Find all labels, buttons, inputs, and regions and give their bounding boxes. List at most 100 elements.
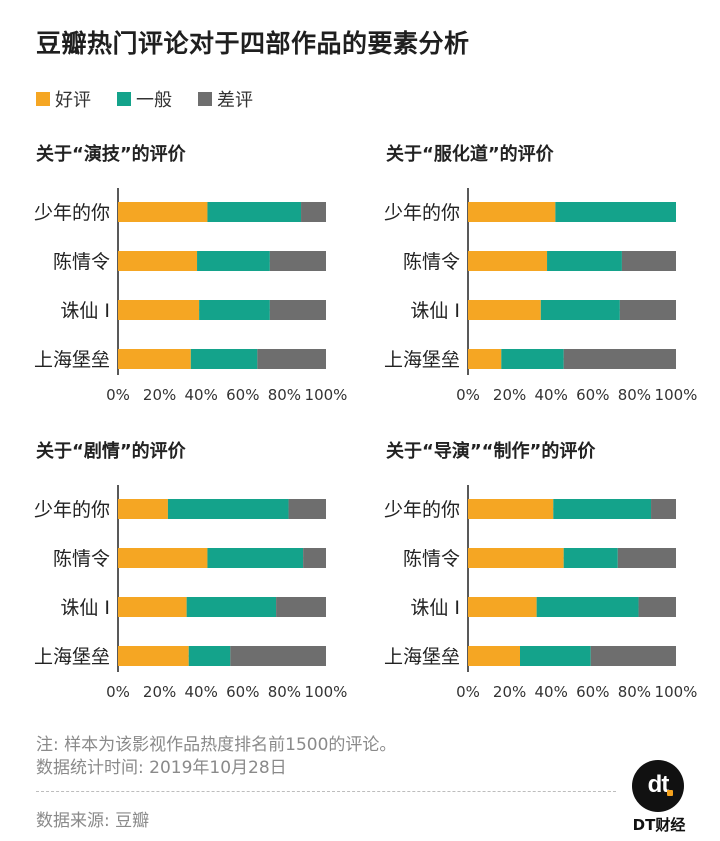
legend-item-neutral: 一般 [117,86,172,112]
x-tick-label: 60% [226,386,259,404]
bar-segment-bad [563,349,676,369]
bar-segment-good [468,646,520,666]
date-note: 数据统计时间: 2019年10月28日 [36,758,287,778]
category-label: 诛仙 Ⅰ [410,597,460,619]
dt-logo-dot [667,790,673,796]
x-tick-label: 0% [456,683,480,701]
category-label: 诛仙 Ⅰ [60,597,110,619]
x-tick-label: 40% [535,683,568,701]
bar-segment-neutral [501,349,564,369]
bar-segment-good [118,597,187,617]
x-tick-label: 80% [268,683,301,701]
bar-segment-neutral [190,349,258,369]
bar-segment-neutral [553,499,652,519]
dt-logo-mark: dt [647,771,670,798]
bar-segment-neutral [547,251,622,271]
bar-segment-good [468,499,554,519]
x-tick-label: 60% [576,386,609,404]
dt-logo: dt [632,760,684,812]
bar-segment-bad [230,646,326,666]
panel-director: 关于“导演”“制作”的评价 少年的你陈情令诛仙 Ⅰ 上海堡垒 0% 20% 40% 60%… [384,437,716,727]
x-tick-label: 20% [493,386,526,404]
bar-segment-good [468,548,564,568]
legend: 好评 一般 差评 [36,86,279,112]
bar-segment-neutral [207,548,304,568]
bar-segment-good [118,202,208,222]
category-label: 上海堡垒 [384,349,460,371]
x-tick-label: 0% [106,386,130,404]
x-tick-label: 40% [185,386,218,404]
category-label: 诛仙 Ⅰ [60,300,110,322]
panel-title-costume: 关于“服化道”的评价 [386,144,554,165]
bar-segment-good [118,646,189,666]
bar-segment-bad [619,300,676,320]
x-tick-label: 20% [493,683,526,701]
category-label: 上海堡垒 [384,646,460,668]
category-label: 上海堡垒 [34,646,110,668]
bar-segment-bad [621,251,676,271]
bar-segment-bad [590,646,676,666]
bar-segment-good [468,349,502,369]
bar-segment-neutral [540,300,620,320]
bar-segment-neutral [555,202,676,222]
bar-segment-good [118,251,198,271]
x-tick-label: 100% [655,683,698,701]
bar-segment-good [118,300,200,320]
legend-swatch-bad [198,92,212,106]
bar-segment-bad [301,202,326,222]
bar-segment-neutral [167,499,289,519]
category-label: 少年的你 [384,499,460,521]
bar-segment-neutral [188,646,231,666]
sample-note: 注: 样本为该影视作品热度排名前1500的评论。 [36,735,397,755]
bar-segment-bad [269,251,326,271]
category-label: 陈情令 [403,251,460,273]
bar-segment-bad [617,548,676,568]
bar-segment-neutral [186,597,277,617]
bar-segment-bad [651,499,676,519]
legend-swatch-neutral [117,92,131,106]
source-note: 数据来源: 豆瓣 [36,811,150,831]
bar-segment-good [118,349,191,369]
legend-label-good: 好评 [55,90,91,111]
bar-segment-bad [269,300,326,320]
panel-plot: 关于“剧情”的评价 少年的你 陈情令 诛仙 Ⅰ 上海堡垒 0% 20% 40% 60% 80% 1… [34,437,366,727]
bar-segment-good [468,202,556,222]
x-tick-label: 20% [143,386,176,404]
legend-label-neutral: 一般 [136,90,172,111]
legend-item-bad: 差评 [198,86,253,112]
bar-segment-neutral [536,597,639,617]
category-label: 陈情令 [53,251,110,273]
x-tick-label: 60% [576,683,609,701]
bar-segment-good [118,499,168,519]
x-tick-label: 80% [618,683,651,701]
legend-item-good: 好评 [36,86,91,112]
x-tick-label: 80% [268,386,301,404]
category-label: 诛仙 Ⅰ [410,300,460,322]
x-tick-label: 40% [535,386,568,404]
panel-costume: 关于“服化道”的评价 少年的你 陈情令 诛仙 Ⅰ 上海堡垒 0% 20% 40% 60% 80%… [384,140,716,430]
legend-swatch-good [36,92,50,106]
category-label: 陈情令 [403,548,460,570]
x-tick-label: 0% [456,386,480,404]
bar-segment-bad [276,597,326,617]
legend-label-bad: 差评 [217,90,253,111]
bar-segment-bad [288,499,326,519]
page-title: 豆瓣热门评论对于四部作品的要素分析 [36,29,470,58]
category-label: 少年的你 [34,499,110,521]
bar-segment-neutral [199,300,270,320]
bar-segment-neutral [207,202,302,222]
x-tick-label: 60% [226,683,259,701]
bar-segment-good [118,548,208,568]
category-label: 少年的你 [34,202,110,224]
bar-segment-bad [257,349,326,369]
panel-title-plot: 关于“剧情”的评价 [36,441,186,462]
panel-title-director: 关于“导演”“制作”的评价 [386,441,596,462]
category-label: 陈情令 [53,548,110,570]
x-tick-label: 0% [106,683,130,701]
bar-segment-neutral [520,646,591,666]
x-tick-label: 20% [143,683,176,701]
bar-segment-good [468,300,541,320]
bar-segment-neutral [563,548,618,568]
